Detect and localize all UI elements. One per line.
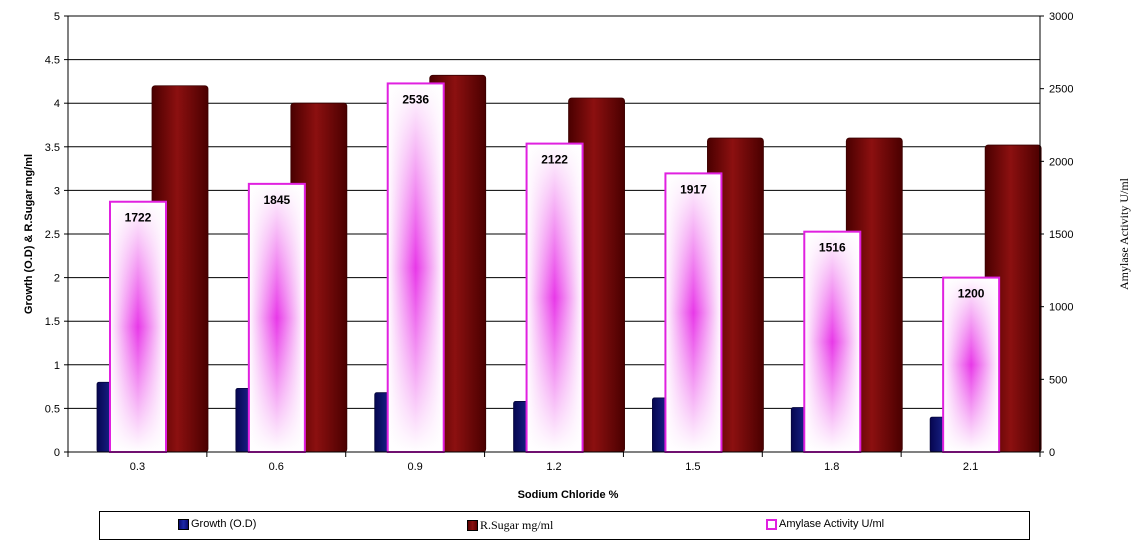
y2-tick-label: 2500 [1049, 84, 1073, 96]
bar-amylase-outline [942, 276, 1001, 453]
legend-label-sugar: R.Sugar mg/ml [480, 518, 554, 532]
y-tick-label: 3.5 [45, 142, 60, 154]
y2-tick-label: 2000 [1049, 156, 1073, 168]
legend-item-sugar: R.Sugar mg/ml [467, 518, 553, 533]
data-label-amylase: 1200 [958, 287, 985, 301]
y-tick-label: 3 [54, 185, 60, 197]
bar-amylase-outline [247, 182, 306, 454]
y-tick-label: 1 [54, 360, 60, 372]
y-tick-label: 0 [54, 447, 60, 459]
data-label-amylase: 1516 [819, 241, 846, 255]
y-tick-label: 2.5 [45, 229, 60, 241]
bar-amylase-outline [803, 230, 862, 453]
y2-tick-label: 3000 [1049, 11, 1073, 23]
x-tick-label: 2.1 [963, 461, 978, 473]
data-label-amylase: 1722 [125, 211, 152, 225]
y-tick-label: 5 [54, 11, 60, 23]
legend: Growth (O.D) R.Sugar mg/ml Amylase Activ… [99, 511, 1030, 540]
y-tick-label: 4.5 [45, 55, 60, 67]
axes: 0 0.5 1 1.5 2 2.5 3 3.5 4 4.5 5 0 500 1000 1500 2000 250… [45, 11, 1074, 473]
data-label-amylase: 2122 [541, 153, 568, 167]
y-tick-label: 0.5 [45, 403, 60, 415]
x-tick-label: 0.3 [130, 461, 145, 473]
x-tick-label: 1.2 [546, 461, 561, 473]
legend-label-amylase: Amylase Activity U/ml [779, 518, 885, 530]
y2-tick-label: 1500 [1049, 229, 1073, 241]
bar-amylase-outline [664, 172, 723, 453]
x-tick-label: 0.9 [407, 461, 422, 473]
labels: 1722 1845 2536 2122 1917 1516 1200 [125, 92, 985, 300]
legend-swatch-sugar [467, 520, 478, 531]
data-label-amylase: 1917 [680, 182, 707, 196]
x-tick-label: 1.8 [824, 461, 839, 473]
data-label-amylase: 2536 [402, 92, 429, 106]
y-axis-title: Growth (O.D) & R.Sugar mg/ml [23, 154, 35, 314]
legend-item-growth: Growth (O.D) [178, 518, 256, 530]
bar-amylase-outline [386, 82, 445, 454]
chart: 0 0.5 1 1.5 2 2.5 3 3.5 4 4.5 5 0 500 1000 1500 2000 250… [23, 11, 1131, 501]
y2-tick-label: 1000 [1049, 302, 1073, 314]
legend-item-amylase: Amylase Activity U/ml [766, 518, 884, 530]
y-tick-label: 1.5 [45, 316, 60, 328]
bar-amylase-outline [109, 200, 167, 453]
x-tick-label: 0.6 [269, 461, 284, 473]
y2-tick-label: 0 [1049, 447, 1055, 459]
y-tick-label: 4 [54, 98, 60, 110]
bars [96, 74, 1042, 454]
data-label-amylase: 1845 [264, 193, 291, 207]
x-tick-label: 1.5 [685, 461, 700, 473]
y2-tick-label: 500 [1049, 374, 1067, 386]
y2-axis-title: Amylase Activity U/ml [1117, 177, 1131, 290]
bar-amylase-outline [525, 142, 584, 453]
legend-swatch-amylase [766, 518, 777, 530]
y-tick-label: 2 [54, 273, 60, 285]
legend-swatch-growth [178, 518, 189, 530]
x-axis-title: Sodium Chloride % [518, 489, 619, 501]
legend-label-growth: Growth (O.D) [191, 518, 257, 530]
